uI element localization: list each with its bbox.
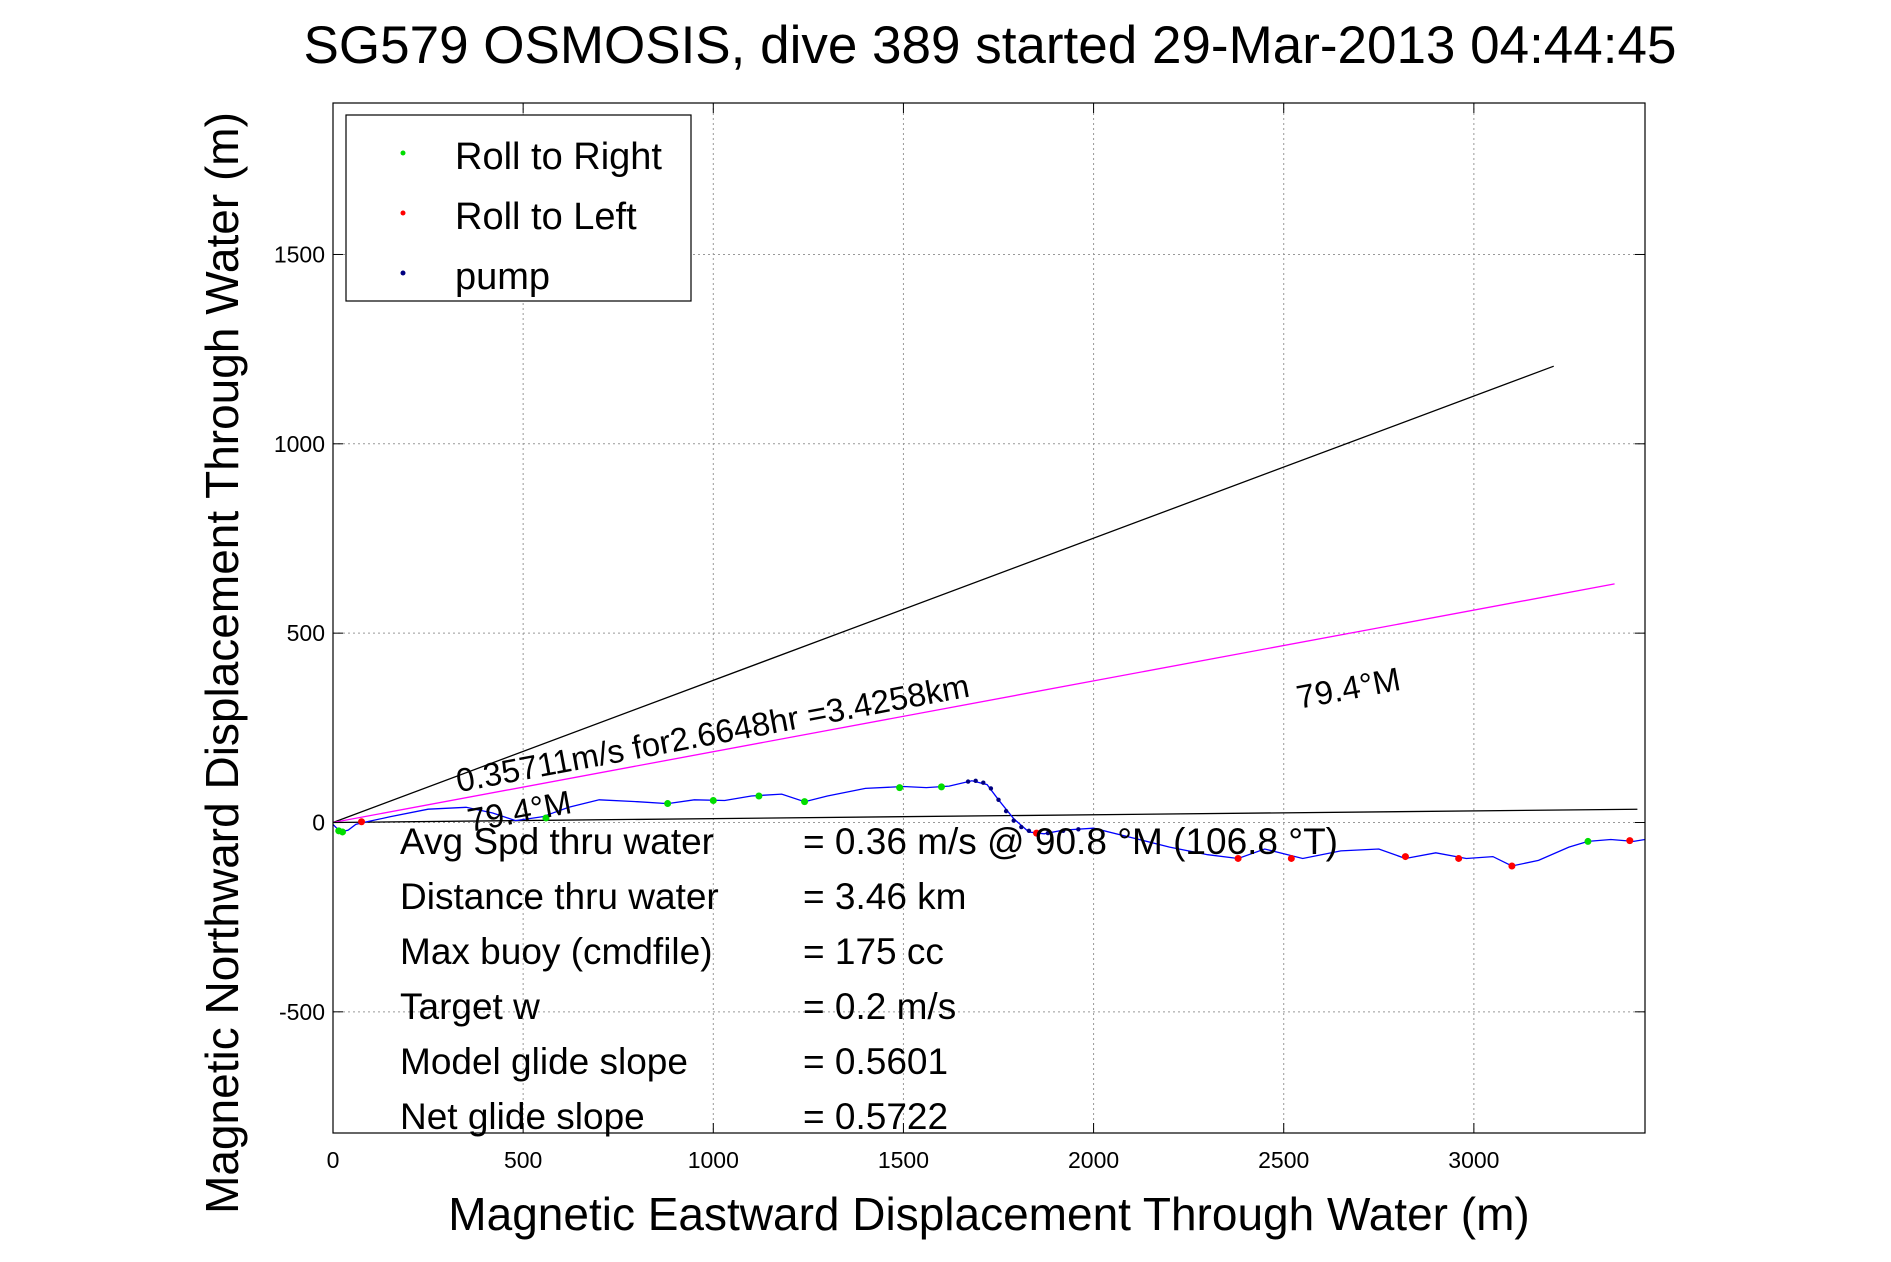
stat-value: = 175 cc	[803, 931, 944, 972]
roll-left-marker	[1401, 853, 1409, 861]
roll-right-marker	[709, 797, 717, 805]
roll-right-marker	[1584, 837, 1592, 845]
y-tick-label: 0	[312, 809, 325, 835]
stat-label: Net glide slope	[400, 1096, 645, 1137]
y-tick-label: 1000	[274, 431, 325, 457]
x-tick-label: 1000	[688, 1147, 739, 1173]
x-tick-label: 1500	[878, 1147, 929, 1173]
pump-marker	[1060, 828, 1066, 834]
roll-left-marker	[1287, 854, 1295, 862]
roll-right-marker	[339, 828, 347, 836]
stat-value: = 0.5722	[803, 1096, 948, 1137]
legend: Roll to Right Roll to Left pump	[345, 114, 692, 302]
legend-box	[345, 114, 692, 302]
roll-left-marker	[358, 818, 366, 826]
pump-marker	[1019, 824, 1024, 830]
pump-marker	[988, 786, 994, 791]
roll-right-marker	[801, 798, 809, 806]
roll-right-marker	[896, 784, 904, 792]
stat-label: Target w	[400, 986, 540, 1027]
x-tick-label: 3000	[1448, 1147, 1499, 1173]
roll-left-marker	[1508, 862, 1516, 870]
stat-label: Model glide slope	[400, 1041, 688, 1082]
legend-marker	[400, 270, 406, 276]
series	[332, 365, 1646, 870]
stat-label: Max buoy (cmdfile)	[400, 931, 713, 972]
reference-line-black-upper	[332, 365, 1554, 824]
pump-marker	[981, 780, 986, 785]
pump-marker	[965, 779, 971, 784]
stats-block: Avg Spd thru water = 0.36 m/s @ 90.8 °M (…	[400, 821, 1338, 1137]
chart-title: SG579 OSMOSIS, dive 389 started 29-Mar-2…	[304, 16, 1677, 75]
stat-value: = 0.36 m/s @ 90.8 °M (106.8 °T)	[803, 821, 1338, 862]
reference-line-magenta	[332, 583, 1615, 824]
legend-label: Roll to Right	[455, 136, 662, 178]
pump-marker	[1003, 808, 1009, 814]
roll-left-marker	[1455, 854, 1463, 862]
y-tick-label: -500	[279, 999, 325, 1025]
legend-marker	[400, 210, 406, 216]
roll-right-marker	[664, 800, 672, 808]
stat-label: Avg Spd thru water	[400, 821, 714, 862]
x-tick-label: 0	[327, 1147, 340, 1173]
stat-value: = 3.46 km	[803, 876, 967, 917]
pump-marker	[1045, 830, 1051, 836]
stat-value: = 0.2 m/s	[803, 986, 956, 1027]
roll-left-marker	[1234, 854, 1242, 862]
roll-right-marker	[755, 792, 763, 800]
legend-marker	[400, 150, 406, 156]
stat-label: Distance thru water	[400, 876, 719, 917]
y-tick-label: 500	[287, 620, 325, 646]
y-axis-label: Magnetic Northward Displacement Through …	[196, 112, 248, 1214]
y-tick-label: 1500	[274, 241, 325, 267]
x-tick-label: 500	[504, 1147, 542, 1173]
roll-right-marker	[542, 814, 550, 822]
roll-left-marker	[1626, 837, 1634, 845]
legend-label: Roll to Left	[455, 196, 637, 238]
x-tick-label: 2500	[1258, 1147, 1309, 1173]
pump-marker	[1026, 828, 1032, 834]
pump-marker	[996, 797, 1001, 802]
x-tick-label: 2000	[1068, 1147, 1119, 1173]
stat-value: = 0.5601	[803, 1041, 948, 1082]
plot-frame	[332, 102, 1646, 1134]
legend-label: pump	[455, 256, 550, 298]
axis-ticks: 0 500 1000 1500 2000 2500 3000 -500 0 500 1000 1500	[274, 103, 1645, 1173]
x-axis-label: Magnetic Eastward Displacement Through W…	[448, 1188, 1529, 1240]
pump-marker	[1076, 827, 1081, 832]
pump-marker	[973, 778, 978, 784]
reference-line-black-lower	[332, 808, 1638, 824]
pump-marker	[1011, 818, 1016, 823]
glider-track-line	[332, 780, 1646, 867]
roll-right-marker	[937, 783, 945, 791]
roll-left-marker	[1033, 829, 1041, 837]
